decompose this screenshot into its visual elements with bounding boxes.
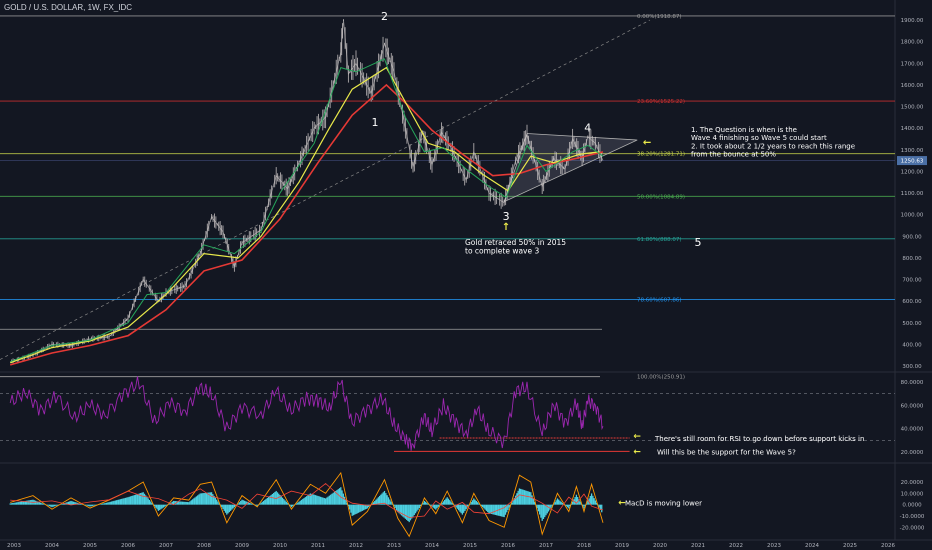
wave-label: 3 [503,210,510,223]
arrow-left-icon: ← [618,498,626,508]
note-gold-line: Gold retraced 50% in 2015 [465,238,566,247]
rsi-line [9,376,604,451]
current-price-label: 1250.63 [901,159,924,165]
rsi-tick-label: 60.0000 [901,403,924,409]
fib-level-label: 78.60%(607.86) [637,297,682,303]
time-tick-label: 2016 [501,543,515,549]
price-tick-label: 400.00 [902,342,922,348]
fib-level-label: 23.60%(1525.22) [637,99,685,105]
arrow-left-icon: ← [633,447,641,457]
rsi-note: There's still room for RSI to go down be… [654,435,864,443]
ema-slow-line [9,83,604,366]
wave-label: 1 [372,116,379,129]
wave-label: 4 [584,121,591,134]
price-tick-label: 300.00 [902,364,922,370]
note-gold-line: to complete wave 3 [465,247,539,256]
price-tick-label: 600.00 [902,299,922,305]
time-tick-label: 2015 [463,543,477,549]
time-tick-label: 2026 [881,543,895,549]
time-tick-label: 2020 [653,543,667,549]
price-tick-label: 700.00 [902,278,922,284]
price-tick-label: 1900.00 [901,18,924,24]
time-tick-label: 2013 [387,543,401,549]
macd-tick-label: -20.0000 [900,525,925,531]
fib-level-label: 38.20%(1281.71) [637,152,685,158]
signal-line [10,482,604,518]
macd-line [10,471,604,538]
arrow-left-icon: ← [633,432,641,442]
ema-fast-line [10,58,604,363]
macd-tick-label: 20.0000 [901,480,924,486]
price-tick-label: 900.00 [902,234,922,240]
time-tick-label: 2021 [691,543,705,549]
note-main-line: 2. It took about 2 1/2 years to reach th… [691,142,855,150]
time-tick-label: 2006 [121,543,135,549]
time-tick-label: 2003 [7,543,21,549]
time-tick-label: 2017 [539,543,553,549]
time-tick-label: 2019 [615,543,629,549]
wave-label: 5 [695,236,702,249]
time-tick-label: 2011 [311,543,325,549]
wave-label: 2 [381,10,388,23]
triangle-pattern [503,133,638,203]
time-tick-label: 2024 [805,543,819,549]
time-tick-label: 2014 [425,543,439,549]
time-tick-label: 2007 [159,543,173,549]
price-tick-label: 1200.00 [901,169,924,175]
time-tick-label: 2023 [767,543,781,549]
rsi-tick-label: 40.0000 [901,427,924,433]
price-tick-label: 1700.00 [901,61,924,67]
note-main-line: from the bounce at 50% [691,151,776,159]
time-tick-label: 2018 [577,543,591,549]
fib-level-label: 100.00%(250.91) [637,375,685,381]
time-tick-label: 2022 [729,543,743,549]
time-tick-label: 2008 [197,543,211,549]
time-tick-label: 2005 [83,543,97,549]
time-tick-label: 2012 [349,543,363,549]
time-tick-label: 2025 [843,543,857,549]
current-price-badge [897,156,927,166]
symbol-title: GOLD / U.S. DOLLAR, 1W, FX_IDC [4,3,133,12]
fib-level-label: 50.00%(1084.89) [637,194,685,200]
rsi-tick-label: 80.0000 [901,380,924,386]
time-tick-label: 2009 [235,543,249,549]
price-tick-label: 1800.00 [901,40,924,46]
macd-tick-label: 0.0000 [902,503,922,509]
macd-note: MacD is moving lower [625,499,702,507]
time-tick-label: 2010 [273,543,287,549]
price-tick-label: 1500.00 [901,105,924,111]
price-tick-label: 800.00 [902,256,922,262]
arrow-left-icon: ← [643,137,651,148]
support-note: Will this be the support for the Wave 5? [657,448,796,456]
macd-tick-label: 10.0000 [901,491,924,497]
ema-mid-line [9,66,600,364]
arrow-up-icon: ↑ [502,222,510,233]
price-tick-label: 1400.00 [901,126,924,132]
price-tick-label: 1300.00 [901,148,924,154]
fib-level-label: 61.80%(888.07) [637,237,682,243]
note-main-line: Wave 4 finishing so Wave 5 could start [691,134,827,142]
rsi-tick-label: 20.0000 [901,450,924,456]
price-tick-label: 1600.00 [901,83,924,89]
price-tick-label: 1100.00 [901,191,924,197]
fib-level-label: 0.00%(1918.87) [637,14,682,20]
time-tick-label: 2004 [45,543,59,549]
price-tick-label: 500.00 [902,321,922,327]
trend-line-dashed [0,19,651,360]
macd-tick-label: -10.0000 [900,514,925,520]
note-main-line: 1. The Question is when is the [691,126,797,134]
price-tick-label: 1000.00 [901,213,924,219]
